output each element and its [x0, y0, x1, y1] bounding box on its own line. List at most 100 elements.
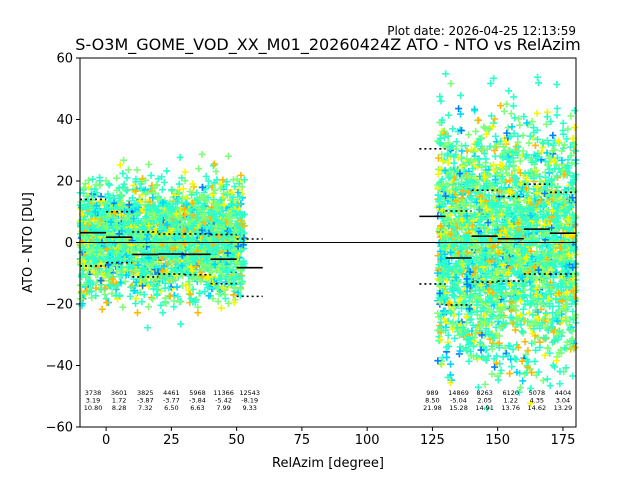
scatter-point [237, 171, 245, 179]
scatter-point [553, 104, 561, 112]
scatter-point [102, 177, 110, 185]
scatter-point [88, 294, 96, 302]
scatter-point [567, 112, 575, 120]
scatter-point [205, 292, 213, 300]
scatter-point [145, 303, 153, 311]
scatter-point [144, 324, 152, 332]
scatter-point [212, 167, 220, 175]
scatter-point [556, 380, 564, 388]
scatter-point [147, 171, 155, 179]
scatter-point [216, 180, 224, 188]
scatter-point [101, 290, 109, 298]
scatter-point [195, 165, 203, 173]
scatter-point [176, 153, 184, 161]
scatter-point [533, 109, 541, 117]
scatter-point [559, 329, 567, 337]
scatter-point [93, 278, 101, 286]
scatter-point [224, 299, 232, 307]
scatter-point [492, 132, 500, 140]
scatter-point [98, 305, 106, 313]
scatter-point [494, 376, 502, 384]
scatter-point [569, 372, 577, 380]
scatter-point [515, 166, 523, 174]
scatter-point [521, 338, 529, 346]
scatter-point [210, 189, 218, 197]
scatter-point [133, 309, 141, 317]
scatter-point [80, 197, 88, 205]
scatter-point [539, 140, 547, 148]
scatter-point [181, 168, 189, 176]
scatter-point [189, 285, 197, 293]
scatter-point [571, 107, 579, 115]
scatter-point [504, 124, 512, 132]
scatter-point [140, 291, 148, 299]
scatter-point [531, 357, 539, 365]
scatter-point [457, 127, 465, 135]
scatter-point [89, 175, 97, 183]
scatter-point [564, 125, 572, 133]
scatter-point [435, 337, 443, 345]
scatter-point [179, 272, 187, 280]
scatter-point [214, 298, 222, 306]
scatter-point [553, 111, 561, 119]
scatter-point [436, 93, 444, 101]
scatter-point [92, 292, 100, 300]
scatter-point [437, 97, 445, 105]
plot-date: Plot date: 2026-04-25 12:13:59 [387, 24, 576, 38]
scatter-point [177, 320, 185, 328]
scatter-point [181, 198, 189, 206]
scatter-point [457, 91, 465, 99]
scatter-point [85, 176, 93, 184]
scatter-point [447, 79, 455, 87]
scatter-point [211, 160, 219, 168]
scatter-point [519, 377, 527, 385]
scatter-point [119, 303, 127, 311]
scatter-point [559, 126, 567, 134]
scatter-point [148, 295, 156, 303]
scatter-point [97, 286, 105, 294]
scatter-point [138, 191, 146, 199]
scatter-point [556, 368, 564, 376]
scatter-point [202, 172, 210, 180]
scatter-point [158, 186, 166, 194]
scatter-point [113, 174, 121, 182]
scatter-point [163, 167, 171, 175]
scatter-point [108, 290, 116, 298]
scatter-point [445, 111, 453, 119]
scatter-point [157, 287, 165, 295]
scatter-point [175, 180, 183, 188]
scatter-point [489, 119, 497, 127]
scatter-layer [76, 70, 580, 412]
scatter-point [159, 309, 167, 317]
scatter-point [124, 166, 132, 174]
scatter-point [559, 119, 567, 127]
scatter-point [569, 135, 577, 143]
scatter-point [231, 183, 239, 191]
scatter-point [450, 159, 458, 167]
scatter-point [506, 370, 514, 378]
scatter-point [170, 303, 178, 311]
scatter-point [443, 353, 451, 361]
scatter-point [129, 194, 137, 202]
scatter-point [133, 210, 141, 218]
scatter-point [120, 156, 128, 164]
scatter-point [121, 278, 129, 286]
scatter-point [471, 105, 478, 113]
scatter-point [155, 195, 163, 203]
scatter-point [179, 185, 187, 193]
scatter-point [101, 284, 109, 292]
scatter-point [510, 93, 518, 101]
scatter-point [138, 298, 146, 306]
scatter-point [150, 285, 158, 293]
scatter-point [224, 152, 232, 160]
scatter-point [508, 363, 516, 371]
scatter-point [516, 121, 524, 129]
scatter-point [447, 360, 455, 368]
scatter-point [481, 380, 489, 388]
scatter-point [511, 354, 519, 362]
chart-title: S-O3M_GOME_VOD_XX_M01_20260424Z ATO - NT… [75, 35, 580, 55]
scatter-point [217, 304, 225, 312]
scatter-point [229, 176, 237, 184]
scatter-point [81, 180, 89, 188]
